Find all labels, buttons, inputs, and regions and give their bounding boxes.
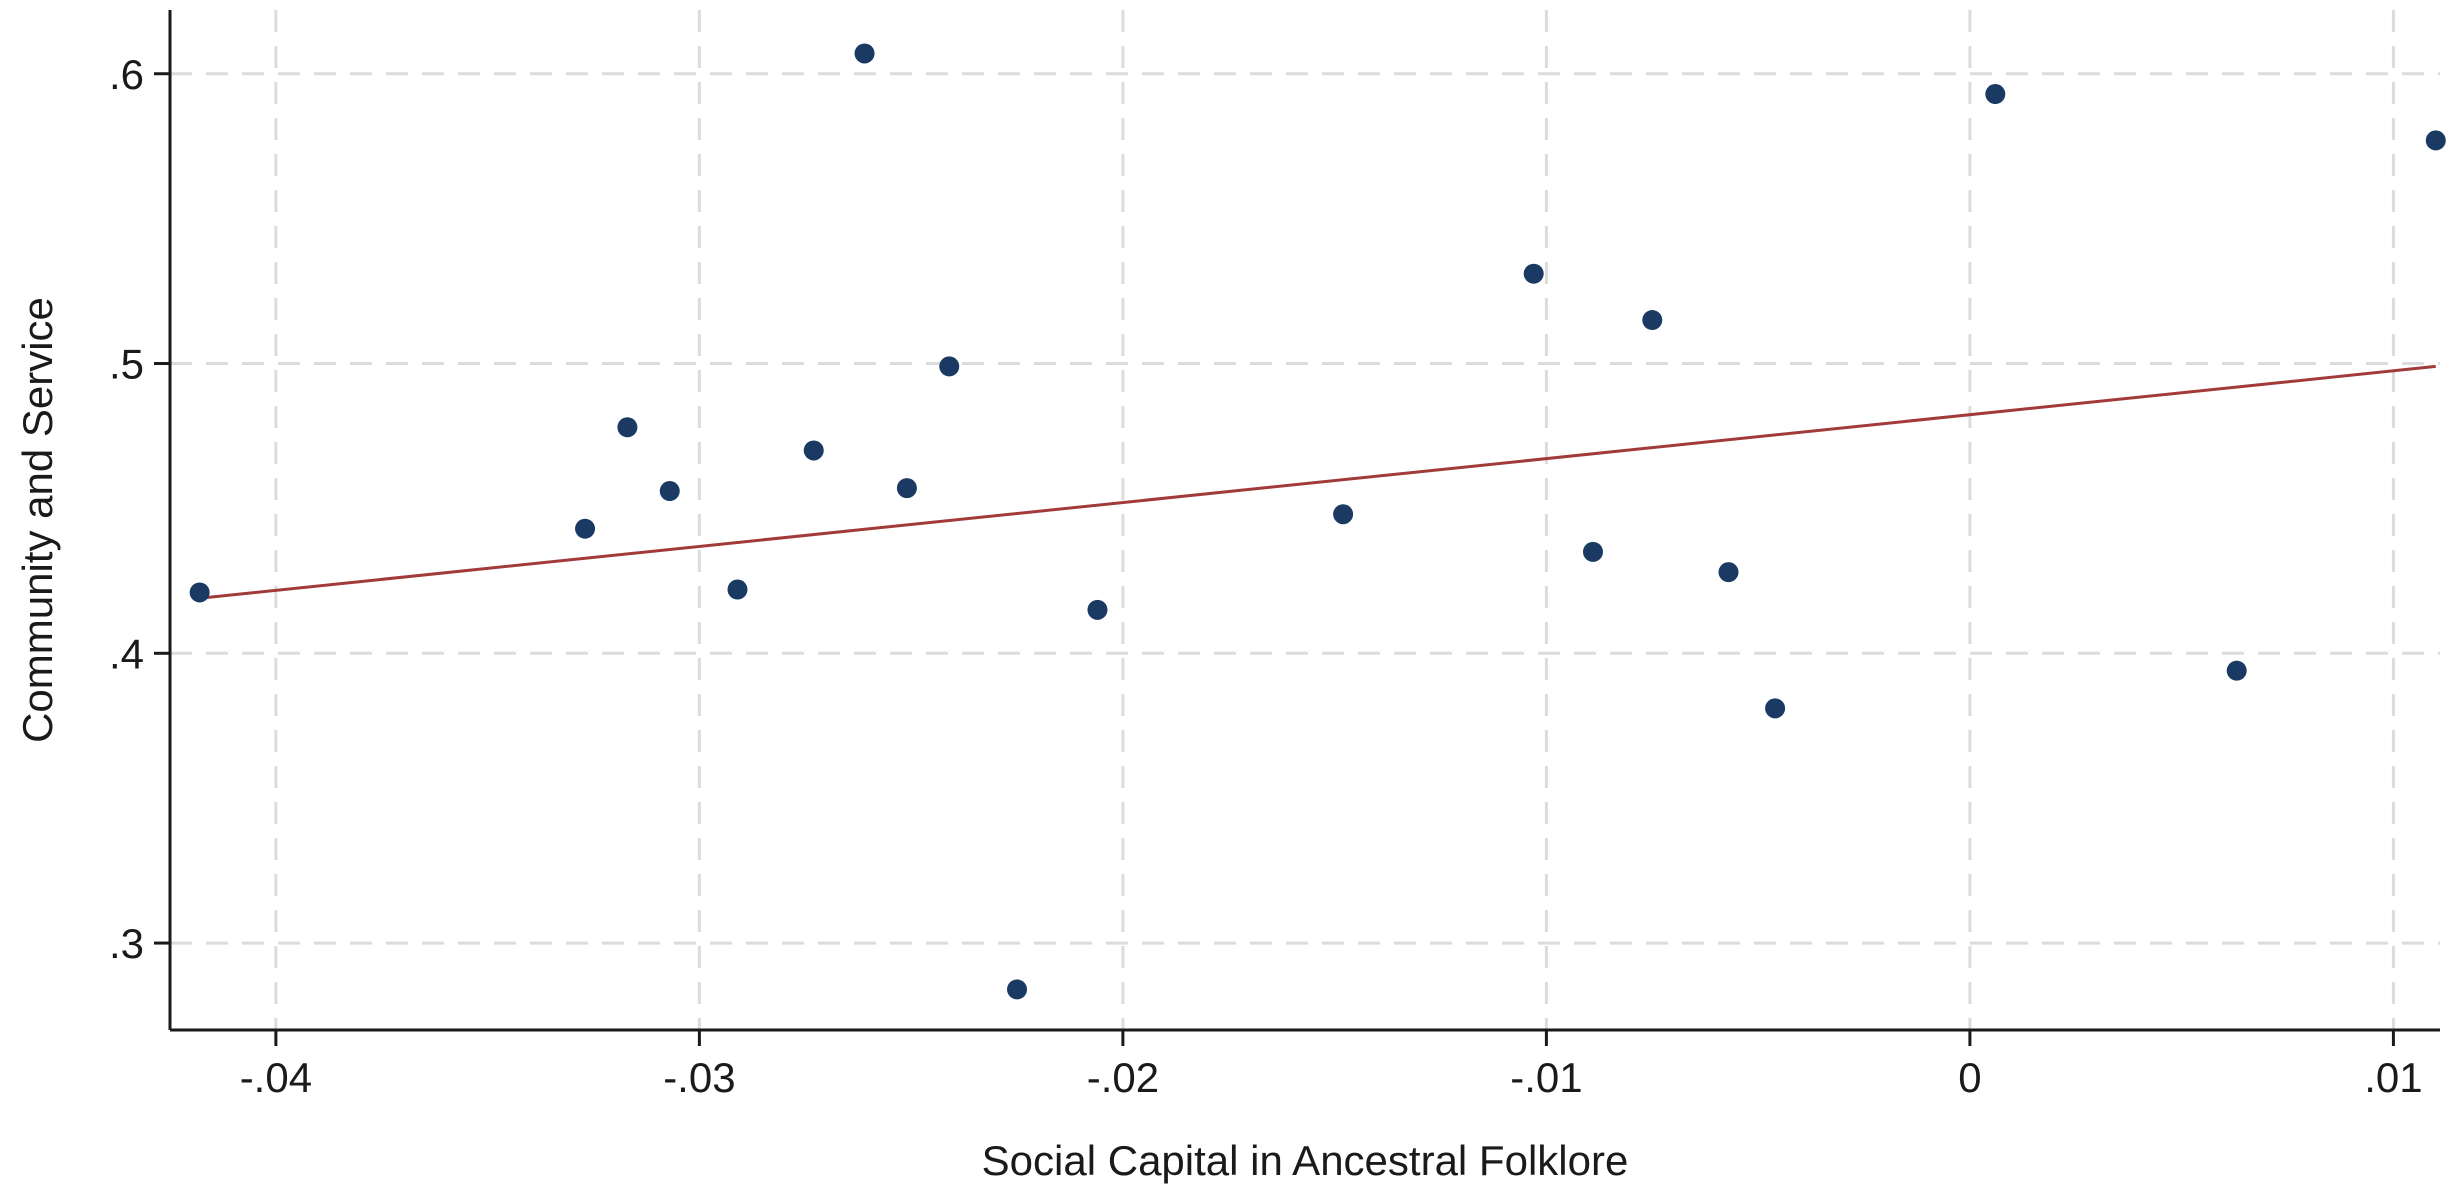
- data-point: [1007, 979, 1028, 1000]
- data-point: [1523, 263, 1544, 284]
- data-point: [1333, 504, 1354, 525]
- data-point: [939, 356, 960, 377]
- data-point: [1985, 84, 2006, 105]
- data-point: [1582, 541, 1603, 562]
- y-tick-label: .6: [109, 51, 144, 98]
- axes: [168, 10, 2440, 1032]
- x-tick-label: .01: [2364, 1054, 2422, 1101]
- data-point: [896, 478, 917, 499]
- data-point: [1718, 562, 1739, 583]
- data-point: [189, 582, 210, 603]
- x-tick-label: 0: [1958, 1054, 1981, 1101]
- data-point: [1642, 310, 1663, 331]
- x-tick-label: -.03: [663, 1054, 735, 1101]
- data-point: [1765, 698, 1786, 719]
- data-point: [659, 481, 680, 502]
- x-tick-label: -.02: [1087, 1054, 1159, 1101]
- y-tick-label: .4: [109, 630, 144, 677]
- x-tick-label: -.04: [240, 1054, 312, 1101]
- data-points: [189, 43, 2446, 1000]
- data-point: [854, 43, 875, 64]
- fit-line-group: [199, 364, 2436, 600]
- y-tick-label: .5: [109, 341, 144, 388]
- data-point: [803, 440, 824, 461]
- tick-marks: -.04 -.03 -.02 -.01 0 .01 .3 .4 .5 .6: [109, 51, 2423, 1101]
- x-axis-title: Social Capital in Ancestral Folklore: [982, 1137, 1629, 1184]
- y-tick-label: .3: [109, 920, 144, 967]
- data-point: [2226, 660, 2247, 681]
- data-point: [575, 518, 596, 539]
- data-point: [727, 579, 748, 600]
- y-axis-title: Community and Service: [14, 297, 61, 743]
- grid: [170, 10, 2440, 1030]
- data-point: [617, 417, 638, 438]
- data-point: [1087, 599, 1108, 620]
- data-point: [2425, 130, 2446, 151]
- x-tick-label: -.01: [1510, 1054, 1582, 1101]
- fit-line: [199, 364, 2436, 600]
